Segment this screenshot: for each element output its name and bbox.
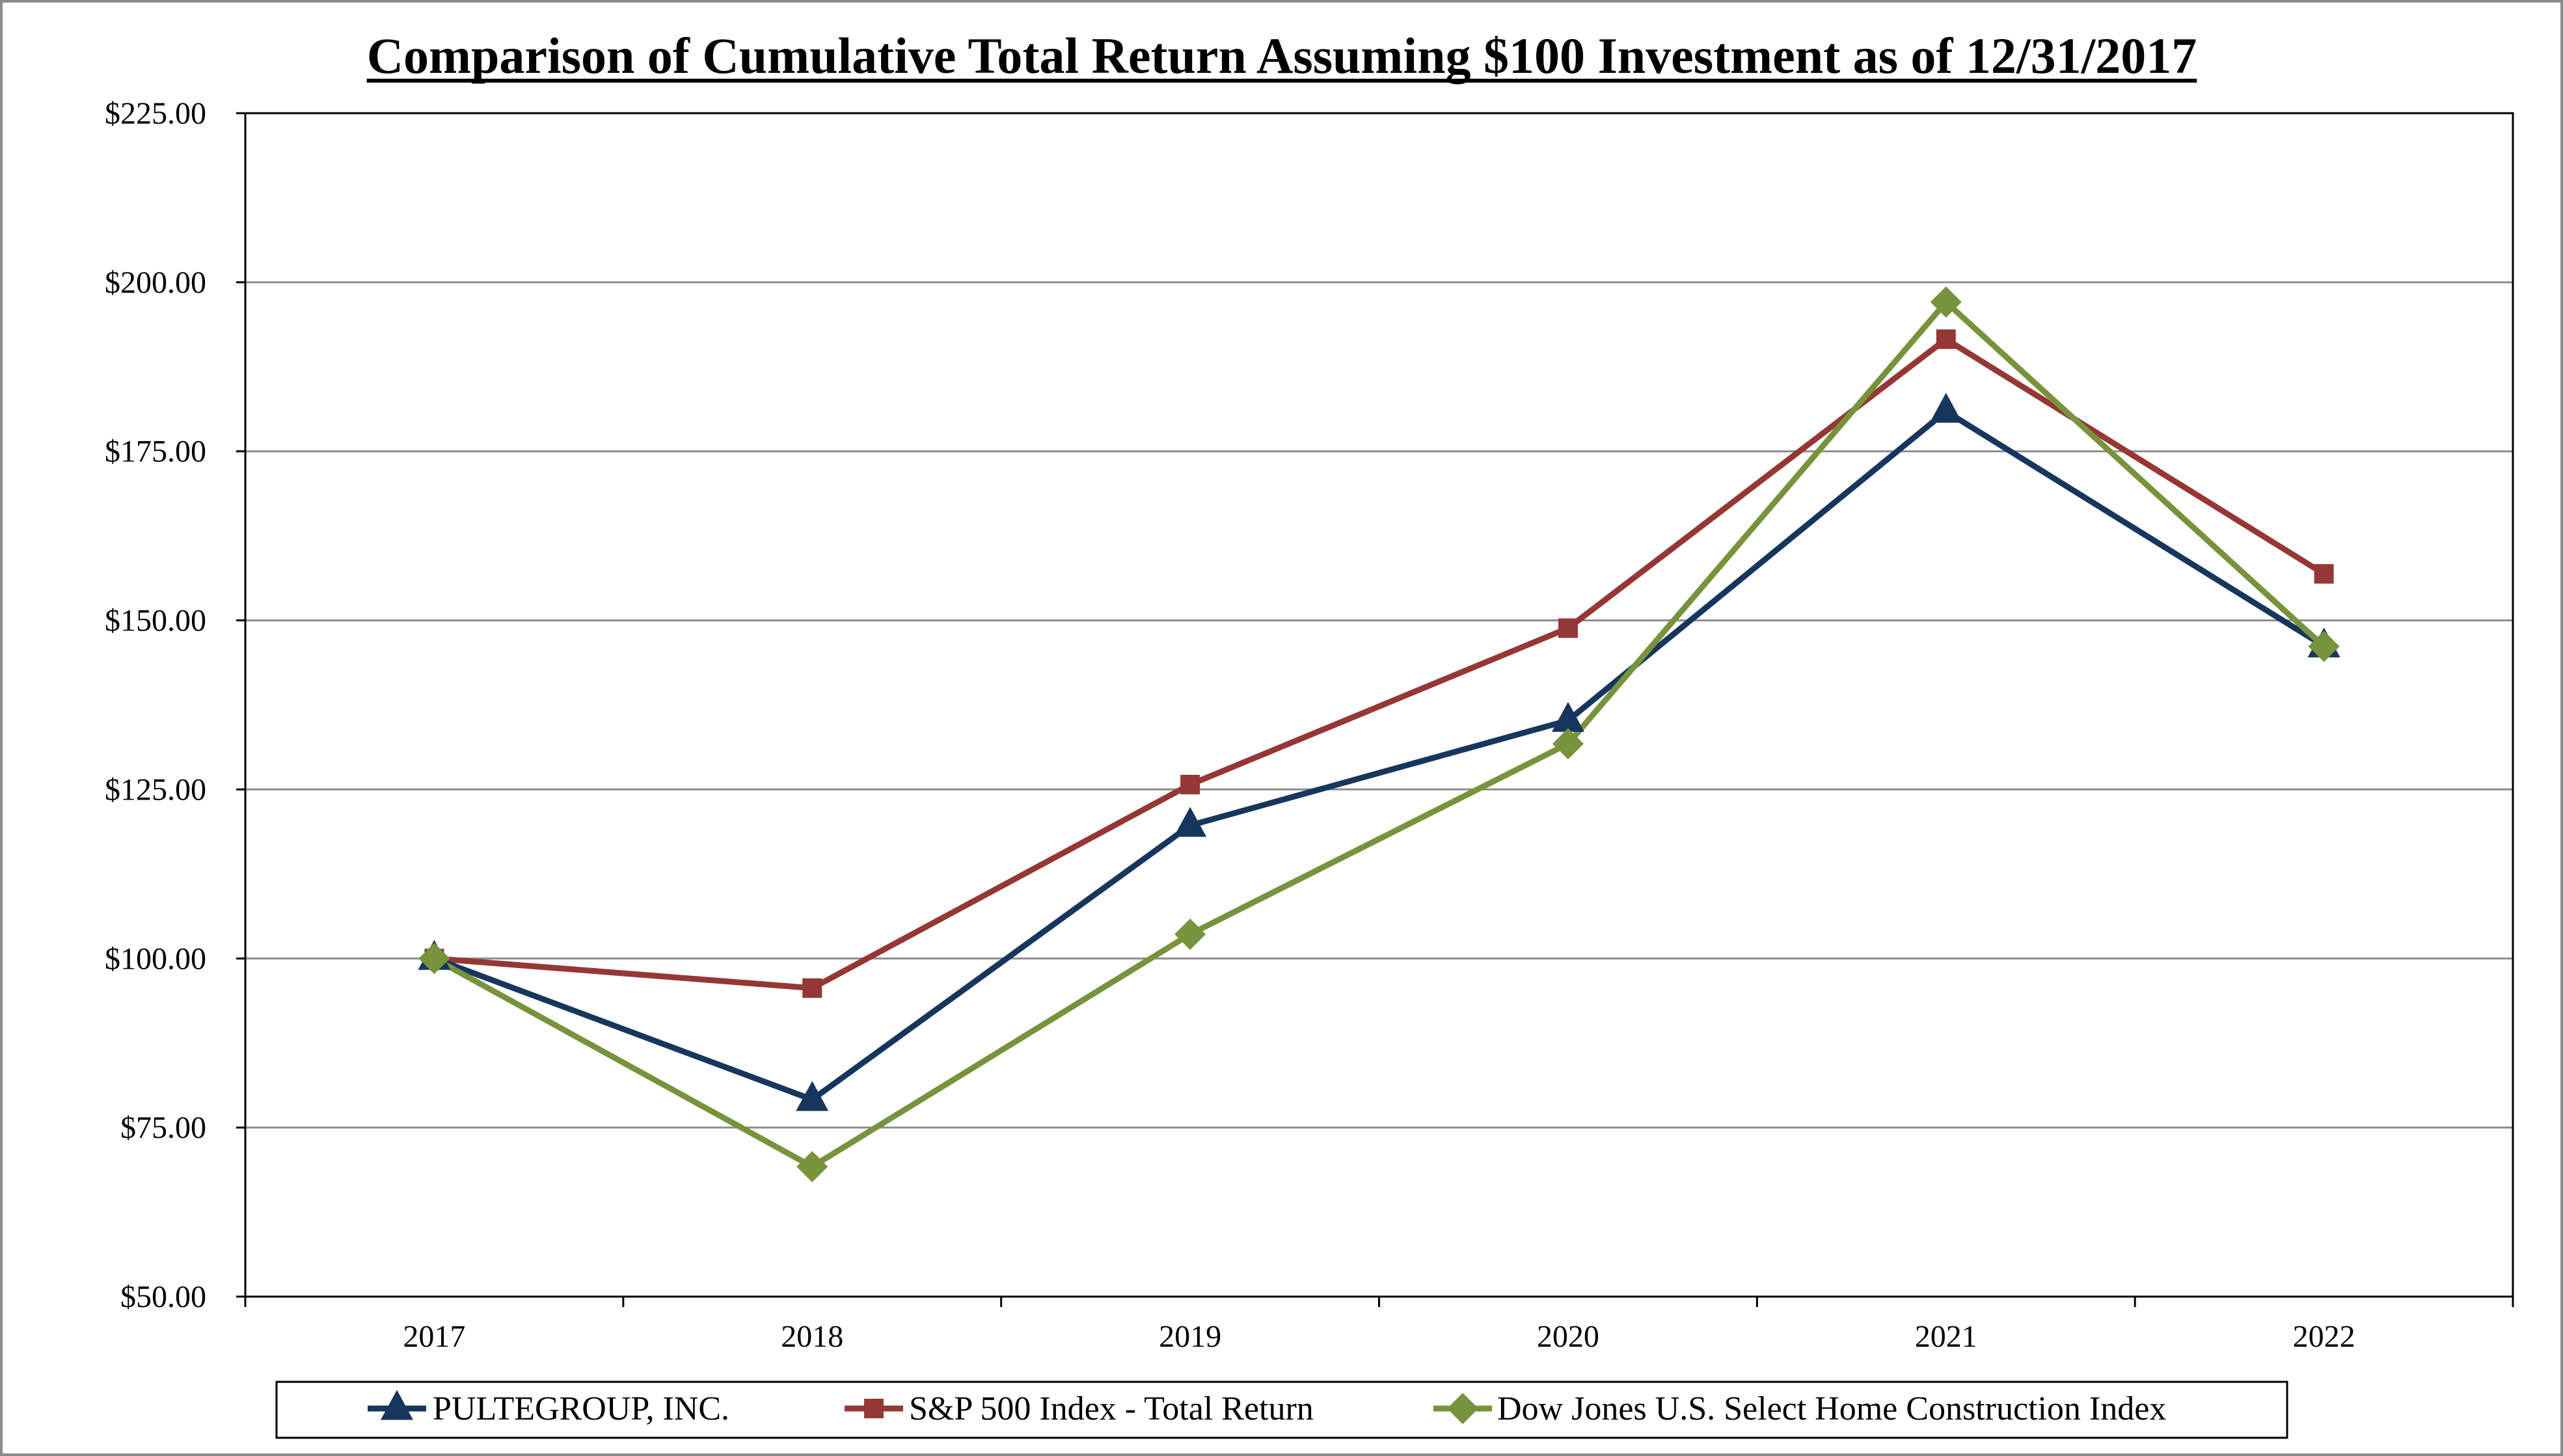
data-point — [802, 978, 822, 998]
data-point — [1180, 774, 1200, 794]
data-point — [1929, 392, 1962, 423]
data-point — [1552, 728, 1584, 760]
data-point — [796, 1151, 828, 1183]
data-point — [1930, 286, 1962, 318]
data-point — [1174, 918, 1206, 950]
legend-label: Dow Jones U.S. Select Home Construction … — [1497, 1390, 2166, 1427]
y-tick-label: $225.00 — [105, 96, 206, 131]
legend: PULTEGROUP, INC. S&P 500 Index - Total R… — [275, 1381, 2288, 1439]
y-tick-label: $200.00 — [105, 265, 206, 300]
x-tick-label: 2019 — [1159, 1319, 1221, 1354]
legend-box — [275, 1381, 2288, 1439]
data-point — [796, 1081, 829, 1111]
series-line — [434, 336, 2326, 991]
data-point — [2314, 564, 2334, 584]
axes: $50.00 $75.00 $100.00 $125.00 $150.00 $175.00… — [105, 96, 2514, 1354]
gridlines — [245, 281, 2513, 1129]
legend-item-dow-jones-home-construction: Dow Jones U.S. Select Home Construction … — [1433, 1390, 2166, 1427]
y-tick-label: $125.00 — [105, 772, 206, 807]
series-line — [433, 299, 2326, 1170]
legend-label: S&P 500 Index - Total Return — [909, 1390, 1314, 1427]
x-tick-label: 2017 — [403, 1319, 465, 1354]
y-tick-label: $175.00 — [105, 435, 206, 469]
legend-swatch-marker — [864, 1399, 884, 1418]
x-tick-label: 2021 — [1915, 1319, 1977, 1354]
y-tick-label: $75.00 — [120, 1111, 206, 1145]
y-tick-label: $50.00 — [120, 1280, 206, 1314]
legend-swatch-marker — [381, 1390, 413, 1420]
legend-item-pultegroup: PULTEGROUP, INC. — [368, 1390, 729, 1427]
y-tick-label: $150.00 — [105, 604, 206, 638]
series-line — [433, 408, 2326, 1103]
data-point — [1558, 618, 1578, 638]
x-tick-label: 2022 — [2293, 1319, 2355, 1354]
data-point — [418, 943, 450, 975]
legend-label: PULTEGROUP, INC. — [433, 1390, 729, 1427]
legend-swatch-marker — [1447, 1393, 1478, 1424]
legend-item-sp500: S&P 500 Index - Total Return — [845, 1390, 1314, 1427]
y-tick-label: $100.00 — [105, 941, 206, 976]
data-point — [1174, 807, 1207, 837]
x-tick-label: 2020 — [1537, 1319, 1599, 1354]
x-tick-label: 2018 — [781, 1319, 843, 1354]
data-point — [2308, 630, 2340, 662]
data-point — [1551, 701, 1584, 732]
data-point — [1936, 329, 1956, 349]
chart-title: Comparison of Cumulative Total Return As… — [367, 27, 2197, 84]
series-markers — [418, 286, 2340, 1183]
series-lines — [433, 299, 2326, 1170]
